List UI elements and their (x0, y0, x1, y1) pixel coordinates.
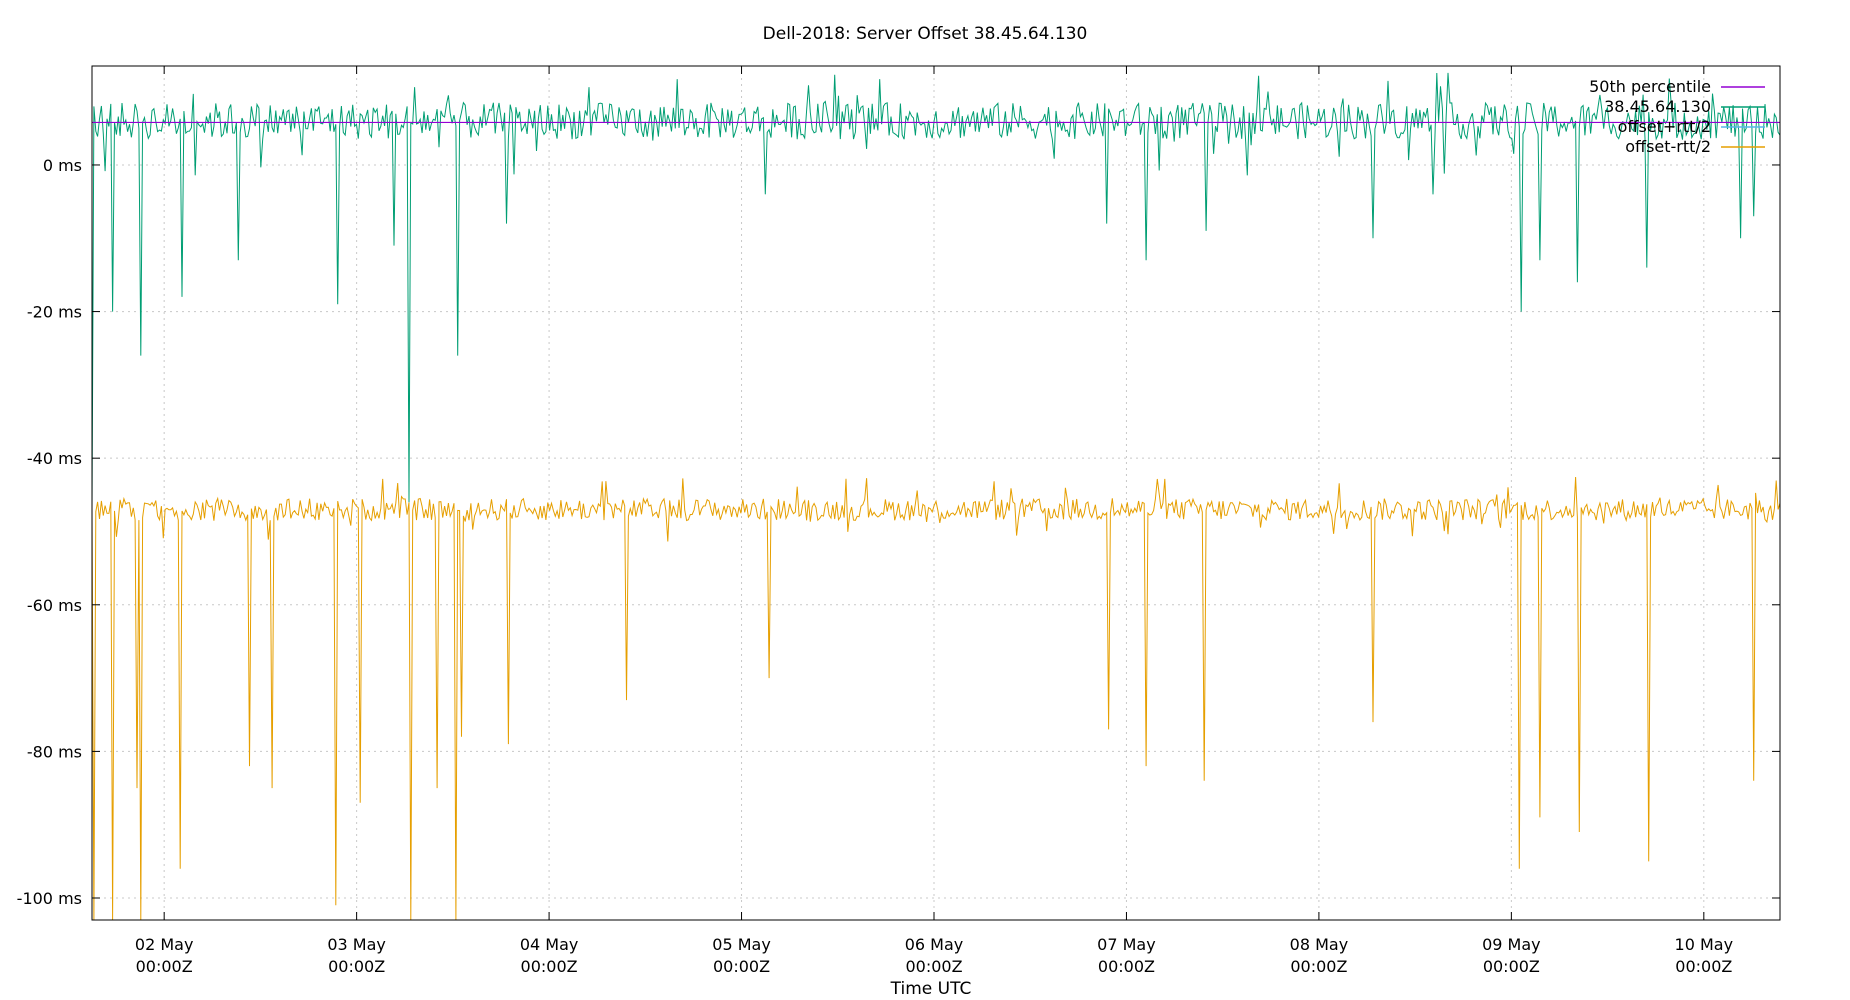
x-tick-label-date: 06 May (905, 935, 964, 954)
y-tick-label: -40 ms (27, 449, 82, 468)
x-tick-label-date: 02 May (135, 935, 194, 954)
series-line-1 (91, 72, 1781, 510)
y-tick-label: -20 ms (27, 303, 82, 322)
x-tick-label-time: 00:00Z (1290, 957, 1347, 976)
x-tick-label-time: 00:00Z (1483, 957, 1540, 976)
x-tick-label-date: 07 May (1097, 935, 1156, 954)
y-tick-label: -60 ms (27, 596, 82, 615)
x-tick-label-date: 05 May (712, 935, 771, 954)
x-tick-label-time: 00:00Z (1675, 957, 1732, 976)
x-tick-label-time: 00:00Z (1098, 957, 1155, 976)
plot-area (91, 72, 1781, 921)
plot-frame (91, 65, 1781, 921)
series-line-3 (91, 476, 1781, 921)
legend: 50th percentile38.45.64.130offset+rtt/2o… (1589, 77, 1765, 156)
x-tick-label-date: 04 May (520, 935, 579, 954)
y-tick-label: -80 ms (27, 742, 82, 761)
x-axis-label: Time UTC (890, 979, 972, 999)
y-axis: 0 ms -20 ms -40 ms -60 ms -80 ms -100 ms (17, 156, 1780, 908)
x-tick-label-date: 03 May (327, 935, 386, 954)
y-tick-label: 0 ms (43, 156, 82, 175)
y-tick-label: -100 ms (17, 889, 82, 908)
grid-lines (92, 66, 1780, 920)
legend-label: offset-rtt/2 (1625, 137, 1711, 156)
x-tick-label-time: 00:00Z (905, 957, 962, 976)
x-tick-label-time: 00:00Z (521, 957, 578, 976)
x-axis: 02 May 00:00Z 03 May 00:00Z 04 May 00:00Z 05 M… (135, 66, 1733, 976)
x-tick-label-time: 00:00Z (136, 957, 193, 976)
legend-label: offset+rtt/2 (1618, 117, 1711, 136)
x-tick-label-time: 00:00Z (328, 957, 385, 976)
legend-label: 50th percentile (1589, 77, 1711, 96)
legend-label: 38.45.64.130 (1604, 97, 1711, 116)
x-tick-label-time: 00:00Z (713, 957, 770, 976)
chart-title: Dell-2018: Server Offset 38.45.64.130 (763, 24, 1088, 44)
x-tick-label-date: 10 May (1675, 935, 1734, 954)
x-tick-label-date: 08 May (1290, 935, 1349, 954)
x-tick-label-date: 09 May (1482, 935, 1541, 954)
